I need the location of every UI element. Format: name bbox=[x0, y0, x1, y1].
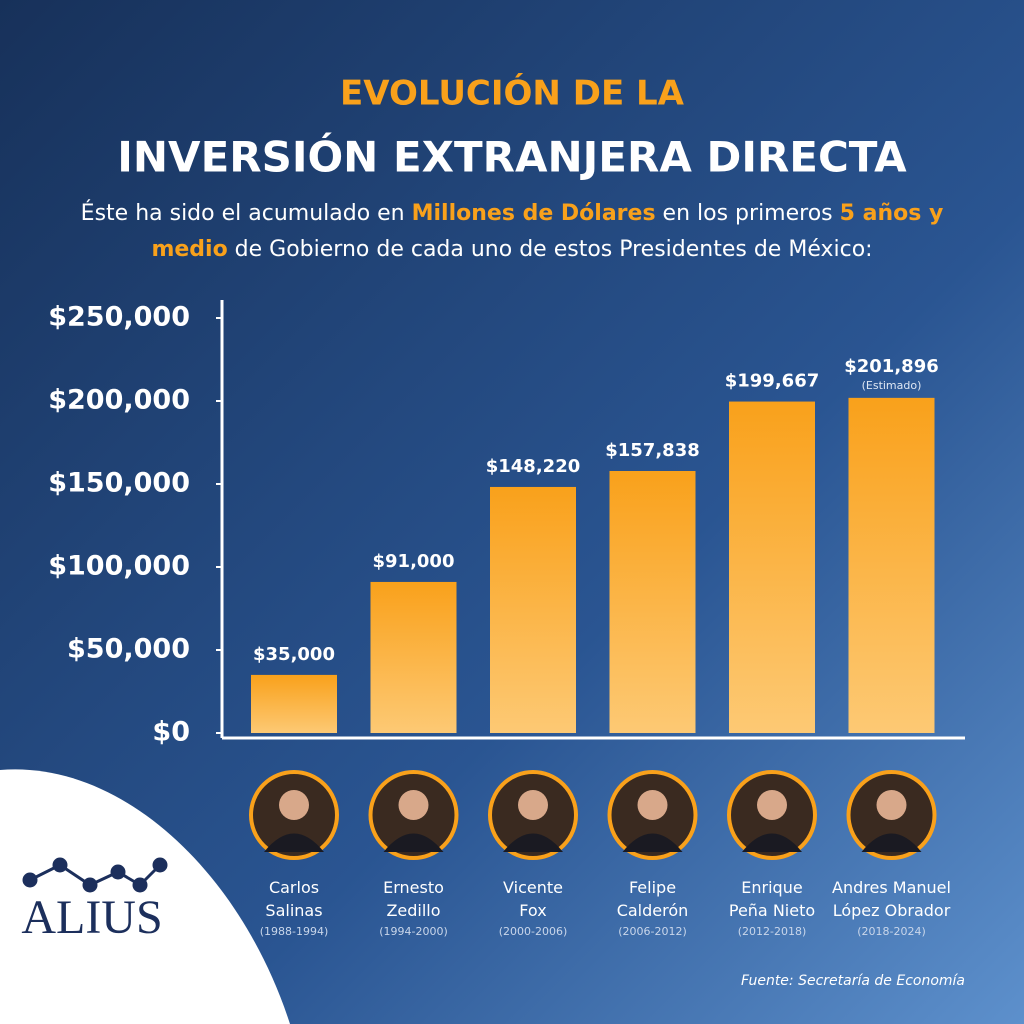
portrait-body bbox=[622, 833, 683, 852]
chart-title: EVOLUCIÓN DE LA bbox=[340, 73, 685, 114]
x-tick-label: Carlos Salinas bbox=[265, 878, 323, 920]
term-label: (2012-2018) bbox=[737, 925, 807, 938]
y-tick-label: $150,000 bbox=[48, 468, 190, 499]
y-tick-label: $200,000 bbox=[48, 385, 190, 416]
portrait-body bbox=[861, 833, 922, 852]
x-tick-label: Ernesto Zedillo bbox=[383, 878, 444, 920]
term-label: (1994-2000) bbox=[379, 925, 448, 938]
bar bbox=[848, 397, 935, 733]
subtitle-part: de Gobierno de cada uno de estos Preside… bbox=[227, 237, 873, 262]
y-tick-label: $250,000 bbox=[48, 302, 190, 333]
bar bbox=[251, 674, 337, 733]
value-label: $157,838 bbox=[605, 440, 700, 461]
logo-text: ALIUS bbox=[21, 891, 162, 944]
portrait-head bbox=[757, 790, 787, 820]
logo-swoosh bbox=[0, 769, 290, 1024]
term-label: (2000-2006) bbox=[498, 925, 568, 938]
bar bbox=[370, 581, 457, 733]
portrait-head bbox=[876, 790, 907, 820]
portrait-head bbox=[637, 790, 668, 820]
source: Fuente: Secretaría de Economía bbox=[741, 973, 965, 989]
portrait-head bbox=[518, 790, 548, 820]
value-label: $35,000 bbox=[253, 644, 335, 665]
term-label: (1988-1994) bbox=[259, 925, 329, 938]
annotation: (Estimado) bbox=[862, 379, 922, 392]
term-label: (2018-2024) bbox=[857, 925, 926, 938]
value-label: $148,220 bbox=[486, 456, 581, 477]
value-label: $201,896 bbox=[844, 356, 939, 377]
y-tick-label: $0 bbox=[152, 717, 190, 748]
portrait-body bbox=[503, 833, 563, 852]
x-tick-label: Felipe Calderón bbox=[616, 878, 689, 920]
x-tick-label: Andres Manuel López Obrador bbox=[832, 878, 951, 920]
subtitle-part: 5 años y medio bbox=[151, 201, 944, 262]
portrait-head bbox=[398, 790, 429, 820]
y-tick-label: $100,000 bbox=[48, 551, 190, 582]
x-tick-label: Enrique Peña Nieto bbox=[728, 878, 816, 920]
portrait-body bbox=[742, 833, 802, 852]
value-label: $199,667 bbox=[725, 371, 820, 392]
subtitle: Éste ha sido el acumulado en Millones de… bbox=[60, 196, 964, 268]
x-tick-label: Vicente Fox bbox=[503, 878, 563, 920]
portrait-body bbox=[383, 833, 444, 852]
bar bbox=[609, 470, 696, 733]
portrait-body bbox=[264, 833, 324, 852]
value-label: $91,000 bbox=[373, 551, 455, 572]
bar bbox=[729, 401, 815, 733]
subtitle-part: Millones de Dólares bbox=[411, 201, 656, 226]
term-label: (2006-2012) bbox=[618, 925, 687, 938]
subtitle-part: Éste ha sido el acumulado en bbox=[80, 201, 412, 226]
bar bbox=[490, 486, 576, 733]
portrait-head bbox=[279, 790, 309, 820]
y-tick-label: $50,000 bbox=[67, 634, 190, 665]
logo-icon bbox=[22, 857, 168, 893]
chart-title-line2: INVERSIÓN EXTRANJERA DIRECTA bbox=[117, 132, 907, 182]
subtitle-part: en los primeros bbox=[655, 201, 840, 226]
